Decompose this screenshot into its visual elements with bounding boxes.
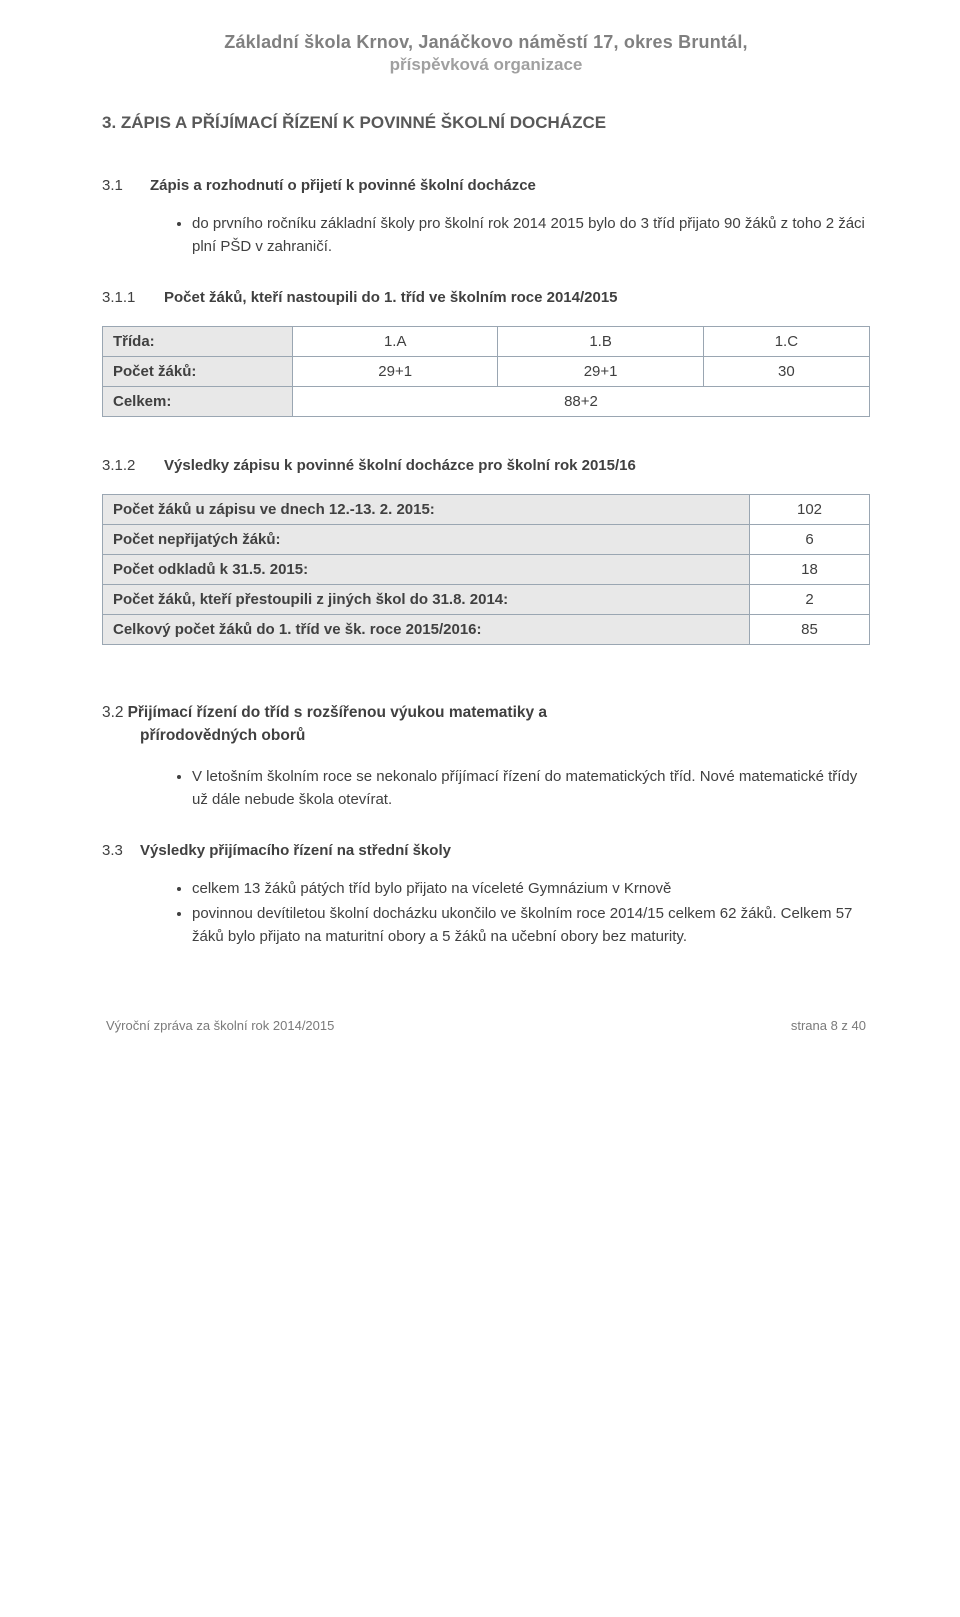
heading-text: Výsledky přijímacího řízení na střední š…: [140, 842, 451, 859]
row-label: Celkem:: [103, 386, 293, 416]
heading-num: 3.2: [102, 704, 124, 721]
header-line2: příspěvková organizace: [102, 54, 870, 77]
kv-label: Počet žáků, kteří přestoupili z jiných š…: [103, 584, 750, 614]
cell: 29+1: [498, 356, 703, 386]
table-row: Počet žáků, kteří přestoupili z jiných š…: [103, 584, 870, 614]
heading-text: Počet žáků, kteří nastoupili do 1. tříd …: [164, 289, 618, 306]
document-header: Základní škola Krnov, Janáčkovo náměstí …: [102, 30, 870, 77]
bullets-3-3: celkem 13 žáků pátých tříd bylo přijato …: [192, 877, 870, 949]
heading-num: 3.3: [102, 842, 140, 859]
row-label: Třída:: [103, 326, 293, 356]
heading-text-l2: přírodovědných oborů: [140, 724, 870, 747]
table-row: Třída: 1.A 1.B 1.C: [103, 326, 870, 356]
section-3-title: 3. ZÁPIS A PŘÍJÍMACÍ ŘÍZENÍ K POVINNÉ ŠK…: [102, 113, 870, 133]
table-row: Počet nepřijatých žáků: 6: [103, 524, 870, 554]
page-footer: Výroční zpráva za školní rok 2014/2015 s…: [102, 1018, 870, 1033]
heading-num: 3.1.2: [102, 457, 164, 474]
footer-right: strana 8 z 40: [791, 1018, 866, 1033]
heading-text: Zápis a rozhodnutí o přijetí k povinné š…: [150, 177, 536, 194]
kv-label: Počet odkladů k 31.5. 2015:: [103, 554, 750, 584]
kv-value: 102: [750, 494, 870, 524]
kv-label: Celkový počet žáků do 1. tříd ve šk. roc…: [103, 614, 750, 644]
heading-num: 3.1: [102, 177, 150, 194]
cell: 1.C: [703, 326, 869, 356]
row-label: Počet žáků:: [103, 356, 293, 386]
table-row: Počet žáků: 29+1 29+1 30: [103, 356, 870, 386]
bullets-3-2: V letošním školním roce se nekonalo příj…: [192, 765, 870, 812]
heading-3-2: 3.2Přijímací řízení do tříd s rozšířenou…: [102, 701, 870, 748]
kv-value: 85: [750, 614, 870, 644]
kv-value: 6: [750, 524, 870, 554]
heading-text: Výsledky zápisu k povinné školní docházc…: [164, 457, 636, 474]
bullets-3-1: do prvního ročníku základní školy pro šk…: [192, 212, 870, 259]
list-item: celkem 13 žáků pátých tříd bylo přijato …: [192, 877, 870, 900]
cell-total: 88+2: [293, 386, 870, 416]
kv-value: 2: [750, 584, 870, 614]
kv-label: Počet nepřijatých žáků:: [103, 524, 750, 554]
table-row: Počet odkladů k 31.5. 2015: 18: [103, 554, 870, 584]
table-row: Celkem: 88+2: [103, 386, 870, 416]
kv-value: 18: [750, 554, 870, 584]
table-row: Celkový počet žáků do 1. tříd ve šk. roc…: [103, 614, 870, 644]
table-row: Počet žáků u zápisu ve dnech 12.-13. 2. …: [103, 494, 870, 524]
cell: 1.B: [498, 326, 703, 356]
header-line1: Základní škola Krnov, Janáčkovo náměstí …: [102, 30, 870, 54]
page: Základní škola Krnov, Janáčkovo náměstí …: [0, 0, 960, 1063]
kv-label: Počet žáků u zápisu ve dnech 12.-13. 2. …: [103, 494, 750, 524]
heading-3-1-1: 3.1.1Počet žáků, kteří nastoupili do 1. …: [102, 289, 870, 306]
list-item: povinnou devítiletou školní docházku uko…: [192, 902, 870, 949]
table-class-counts: Třída: 1.A 1.B 1.C Počet žáků: 29+1 29+1…: [102, 326, 870, 417]
cell: 30: [703, 356, 869, 386]
table-enrollment-results: Počet žáků u zápisu ve dnech 12.-13. 2. …: [102, 494, 870, 645]
list-item: do prvního ročníku základní školy pro šk…: [192, 212, 870, 259]
cell: 1.A: [293, 326, 498, 356]
heading-3-3: 3.3Výsledky přijímacího řízení na středn…: [102, 842, 870, 859]
heading-num: 3.1.1: [102, 289, 164, 306]
list-item: V letošním školním roce se nekonalo příj…: [192, 765, 870, 812]
heading-text-l1: Přijímací řízení do tříd s rozšířenou vý…: [128, 704, 548, 721]
heading-3-1-2: 3.1.2Výsledky zápisu k povinné školní do…: [102, 457, 870, 474]
footer-left: Výroční zpráva za školní rok 2014/2015: [106, 1018, 334, 1033]
cell: 29+1: [293, 356, 498, 386]
heading-3-1: 3.1Zápis a rozhodnutí o přijetí k povinn…: [102, 177, 870, 194]
